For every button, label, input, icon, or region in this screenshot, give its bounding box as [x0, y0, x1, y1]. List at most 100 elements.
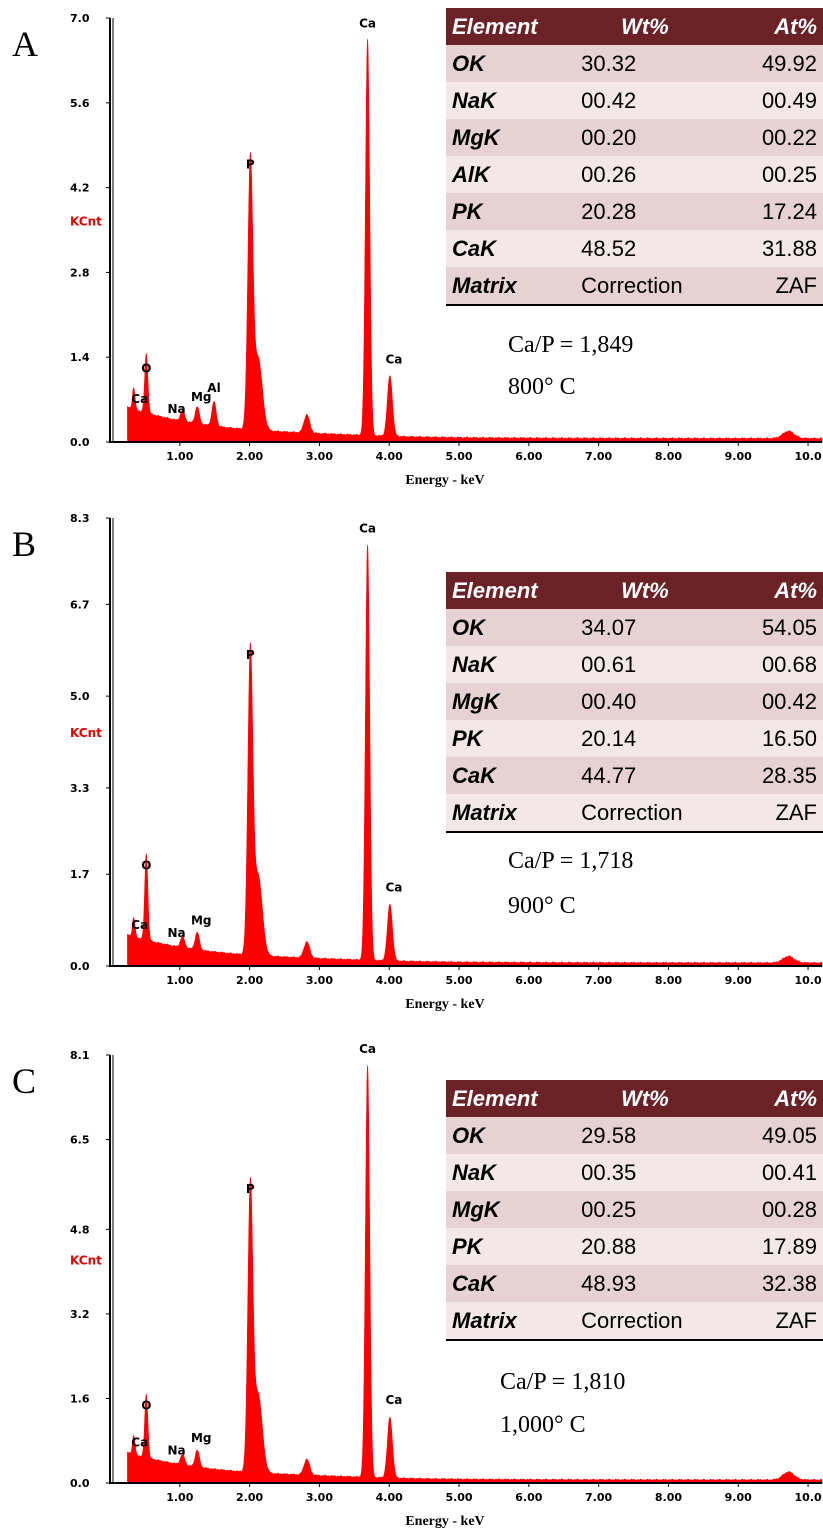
table-header-cell: Wt%	[575, 572, 715, 609]
y-tick-label: 0.0	[70, 1477, 90, 1490]
temperature-label: 900° C	[508, 893, 576, 919]
y-tick-label: 5.0	[70, 690, 90, 703]
table-cell: MgK	[446, 119, 576, 156]
panel-letter: B	[12, 524, 36, 564]
table-header-row: Element Wt% At%	[446, 8, 823, 45]
eds-spectrum-chart: C 0.0 1.6 3.2 4.8 6.5 8.1 KCnt 1.00 2.00 3.00 4.00 5…	[12, 1042, 823, 1529]
peak-label: O	[141, 362, 151, 376]
table-header-cell: Element	[446, 1080, 576, 1117]
table-cell: 32.38	[714, 1265, 823, 1302]
y-axis-label: KCnt	[70, 1253, 102, 1267]
x-tick-label: 5.00	[445, 1491, 472, 1504]
panel-letter: C	[12, 1061, 36, 1101]
x-tick-label: 6.00	[515, 450, 542, 463]
table-row: MgK 00.40 00.42	[446, 683, 823, 720]
table-cell: CaK	[446, 230, 576, 267]
x-tick-label: 7.00	[585, 1491, 612, 1504]
table-cell: ZAF	[714, 794, 823, 832]
x-tick-label: 3.00	[306, 974, 333, 987]
table-row: AlK 00.26 00.25	[446, 156, 823, 193]
table-cell: Matrix	[446, 794, 576, 832]
eds-panel-a: A 0.0 1.4 2.8 4.2 5.6 7.0 KCnt 1.00 2.00 3.00 4.00 5…	[0, 0, 823, 510]
table-header-cell: At%	[714, 1080, 823, 1117]
table-cell: 00.35	[575, 1154, 715, 1191]
peak-label: Na	[168, 926, 186, 940]
table-cell: 20.28	[575, 193, 715, 230]
x-tick-label: 1.00	[166, 450, 193, 463]
table-cell: 00.25	[714, 156, 823, 193]
table-cell: MgK	[446, 1191, 576, 1228]
x-tick-label: 6.00	[515, 1491, 542, 1504]
table-cell: ZAF	[714, 1302, 823, 1340]
peak-label: Ca	[131, 1436, 148, 1450]
spectrum-area	[127, 39, 823, 443]
table-cell: OK	[446, 45, 576, 82]
table-cell: CaK	[446, 757, 576, 794]
ca-p-ratio: Ca/P = 1,718	[508, 848, 633, 874]
eds-panel-b: B 0.0 1.7 3.3 5.0 6.7 8.3 KCnt 1.00 2.00 3.00 4.00 5…	[0, 510, 823, 1030]
x-tick-label: 9.00	[725, 974, 752, 987]
table-row: OK 30.32 49.92	[446, 45, 823, 82]
x-tick-label: 10.0	[794, 1491, 821, 1504]
peak-label: P	[246, 158, 255, 172]
table-cell: 44.77	[575, 757, 715, 794]
table-cell: 00.22	[714, 119, 823, 156]
peak-label: Mg	[191, 914, 212, 928]
y-tick-label: 0.0	[70, 960, 90, 973]
x-tick-label: 4.00	[376, 450, 403, 463]
ca-p-ratio: Ca/P = 1,849	[508, 332, 633, 358]
table-cell: Correction	[575, 794, 715, 832]
table-cell: 20.14	[575, 720, 715, 757]
table-cell: CaK	[446, 1265, 576, 1302]
x-tick-label: 8.00	[655, 1491, 682, 1504]
table-cell: NaK	[446, 1154, 576, 1191]
x-tick-label: 1.00	[166, 974, 193, 987]
x-tick-label: 8.00	[655, 450, 682, 463]
table-row: OK 29.58 49.05	[446, 1117, 823, 1154]
table-header-cell: At%	[714, 8, 823, 45]
y-tick-label: 4.8	[70, 1223, 90, 1236]
x-axis-title: Energy - keV	[405, 1514, 484, 1529]
y-tick-label: 8.3	[70, 512, 90, 525]
table-cell: AlK	[446, 156, 576, 193]
peak-label: P	[246, 1182, 255, 1196]
table-cell: 49.92	[714, 45, 823, 82]
table-cell: 48.52	[575, 230, 715, 267]
peak-label: Ca	[131, 392, 148, 406]
table-header-cell: Element	[446, 8, 576, 45]
table-cell: NaK	[446, 82, 576, 119]
y-tick-label: 2.8	[70, 266, 90, 279]
panel-letter: A	[12, 24, 38, 64]
y-tick-label: 6.7	[70, 598, 90, 611]
composition-table: Element Wt% At% OK 29.58 49.05 NaK 00.35 00.41 Mg…	[446, 1080, 823, 1341]
table-row: PK 20.88 17.89	[446, 1228, 823, 1265]
table-cell: 28.35	[714, 757, 823, 794]
x-tick-label: 5.00	[445, 450, 472, 463]
table-cell: 00.42	[714, 683, 823, 720]
eds-panel-c: C 0.0 1.6 3.2 4.8 6.5 8.1 KCnt 1.00 2.00 3.00 4.00 5…	[0, 1030, 823, 1530]
y-axis-label: KCnt	[70, 726, 102, 740]
table-row: PK 20.28 17.24	[446, 193, 823, 230]
table-cell: 00.40	[575, 683, 715, 720]
x-tick-label: 8.00	[655, 974, 682, 987]
x-tick-label: 2.00	[236, 450, 263, 463]
table-cell: 00.26	[575, 156, 715, 193]
peak-label: Na	[168, 1443, 186, 1457]
table-row: Matrix Correction ZAF	[446, 1302, 823, 1340]
table-row: PK 20.14 16.50	[446, 720, 823, 757]
spectrum-area	[127, 544, 823, 967]
table-cell: PK	[446, 720, 576, 757]
table-row: Matrix Correction ZAF	[446, 267, 823, 305]
table-row: NaK 00.61 00.68	[446, 646, 823, 683]
table-cell: OK	[446, 1117, 576, 1154]
y-tick-label: 1.4	[70, 351, 90, 364]
peak-label: Mg	[191, 390, 212, 404]
table-cell: 16.50	[714, 720, 823, 757]
y-tick-label: 3.2	[70, 1308, 90, 1321]
table-cell: 00.20	[575, 119, 715, 156]
table-cell: 00.49	[714, 82, 823, 119]
composition-table: Element Wt% At% OK 30.32 49.92 NaK 00.42 00.49 Mg…	[446, 8, 823, 306]
table-cell: 17.24	[714, 193, 823, 230]
table-cell: 31.88	[714, 230, 823, 267]
y-tick-label: 3.3	[70, 782, 90, 795]
